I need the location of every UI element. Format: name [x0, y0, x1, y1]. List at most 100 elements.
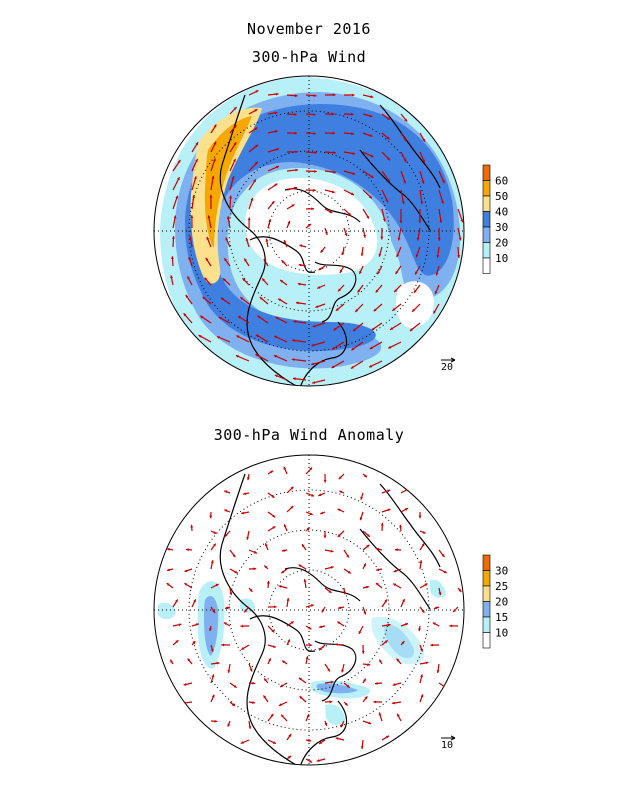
wind-vector-arrowhead	[283, 466, 287, 470]
wind-vector-arrowhead	[433, 310, 436, 314]
top-legend-swatch	[482, 257, 491, 274]
wind-vector-arrowhead	[295, 168, 299, 172]
wind-vector-arrowhead	[416, 237, 420, 241]
wind-vector-arrowhead	[205, 257, 209, 261]
wind-vector-arrowhead	[231, 703, 235, 706]
wind-vector-arrowhead	[299, 244, 303, 248]
wind-vector-arrowhead	[437, 238, 441, 241]
wind-vector-arrowhead	[202, 296, 206, 300]
wind-vector-arrowhead	[373, 700, 377, 704]
wind-vector-arrowhead	[363, 563, 366, 567]
wind-vector-arrowhead	[263, 695, 267, 699]
wind-vector-arrowhead	[375, 289, 379, 293]
wind-vector-arrowhead	[294, 131, 297, 135]
wind-vector-arrowhead	[313, 188, 316, 192]
wind-vector-arrowhead	[294, 94, 298, 98]
bottom-latitude-grid	[154, 455, 464, 765]
wind-vector-arrowhead	[222, 278, 226, 282]
wind-vector-arrowhead	[263, 258, 267, 262]
wind-vector-arrowhead	[287, 220, 291, 224]
wind-vector-arrowhead	[290, 621, 294, 625]
wind-vector-arrowhead	[319, 647, 322, 651]
wind-vector-arrowhead	[369, 114, 373, 118]
wind-vector-arrowhead	[218, 316, 222, 320]
wind-vector-arrowhead	[278, 703, 282, 706]
wind-vector-arrowhead	[363, 678, 366, 682]
wind-vector-arrowhead	[190, 215, 194, 218]
wind-vector-arrowhead	[394, 289, 398, 293]
wind-vector-arrowhead	[227, 723, 231, 727]
wind-vector-arrowhead	[415, 271, 418, 275]
wind-vector-arrowhead	[403, 180, 406, 184]
wind-vector-arrowhead	[213, 158, 216, 162]
top-legend-swatch	[482, 211, 491, 228]
wind-vector-arrowhead	[387, 157, 390, 161]
wind-vector-arrowhead	[215, 583, 219, 587]
wind-vector-arrowhead	[313, 94, 317, 97]
wind-vector-arrowhead	[419, 560, 423, 563]
wind-vector-arrowhead	[183, 683, 187, 686]
wind-vector-arrowhead	[355, 309, 359, 312]
bottom-legend-label: 30	[495, 565, 508, 578]
bottom-legend-swatch	[482, 616, 491, 633]
wind-vector-arrowhead	[280, 684, 284, 687]
wind-vector-arrowhead	[358, 630, 362, 634]
wind-vector-arrowhead	[247, 217, 251, 221]
wind-vector-arrowhead	[244, 258, 247, 262]
wind-vector-arrowhead	[220, 297, 224, 301]
wind-vector-arrowhead	[281, 570, 285, 574]
wind-vector-arrowhead	[387, 489, 391, 493]
wind-vector-arrowhead	[403, 138, 407, 142]
wind-vector-arrowhead	[272, 645, 276, 648]
wind-vector-arrowhead	[221, 643, 225, 647]
wind-vector-arrowhead	[268, 219, 271, 223]
wind-vector-arrowhead	[175, 599, 178, 603]
wind-vector-arrowhead	[184, 583, 188, 586]
wind-vector-arrowhead	[404, 118, 407, 122]
bottom-legend-label: 20	[495, 596, 508, 609]
wind-vector-arrowhead	[281, 714, 284, 718]
wind-vector-arrowhead	[353, 328, 357, 332]
wind-vector-arrowhead	[443, 570, 447, 574]
wind-vector-arrowhead	[366, 544, 370, 548]
wind-vector-arrowhead	[243, 492, 246, 496]
wind-vector-arrowhead	[421, 609, 425, 613]
wind-vector-arrowhead	[291, 358, 295, 361]
wind-vector-arrowhead	[226, 216, 230, 220]
wind-vector-arrowhead	[273, 605, 277, 609]
wind-vector-arrowhead	[386, 116, 390, 120]
wind-vector-arrowhead	[436, 670, 440, 673]
wind-vector-arrowhead	[404, 623, 408, 626]
wind-vector-arrowhead	[283, 240, 287, 243]
wind-vector-arrowhead	[287, 639, 290, 643]
wind-vector-arrowhead	[317, 286, 321, 289]
top-color-legend: 60 50 40 30 20 10	[482, 164, 508, 274]
wind-vector-arrowhead	[225, 237, 229, 241]
bottom-legend-swatch	[482, 632, 491, 649]
wind-vector-arrowhead	[369, 364, 373, 368]
wind-vector-arrowhead	[432, 622, 436, 626]
wind-vector-arrowhead	[436, 255, 440, 258]
wind-vector-arrowhead	[193, 599, 196, 603]
top-legend-label: 60	[495, 175, 508, 188]
wind-vector-arrowhead	[409, 328, 413, 331]
wind-vector-arrowhead	[335, 737, 339, 740]
wind-vector-arrowhead	[418, 628, 421, 632]
wind-vector-arrowhead	[275, 317, 279, 320]
wind-vector-arrowhead	[312, 113, 316, 116]
wind-vector-arrowhead	[213, 141, 217, 145]
wind-vector-arrowhead	[254, 109, 258, 112]
bottom-legend-label: 25	[495, 580, 508, 593]
wind-vector-arrowhead	[382, 218, 386, 222]
wind-vector-arrowhead	[209, 628, 212, 631]
wind-vector-arrowhead	[367, 663, 371, 666]
wind-vector-arrowhead	[271, 629, 275, 633]
wind-vector-arrowhead	[392, 308, 396, 311]
wind-vector-arrowhead	[213, 531, 217, 534]
wind-vector-arrowhead	[257, 315, 261, 319]
wind-vector-arrowhead	[310, 604, 314, 607]
bottom-color-legend: 30 25 20 15 10	[482, 554, 508, 649]
wind-vector-arrowhead	[233, 107, 237, 110]
wind-vector-arrowhead	[232, 554, 236, 558]
wind-vector-arrowhead	[194, 176, 197, 180]
